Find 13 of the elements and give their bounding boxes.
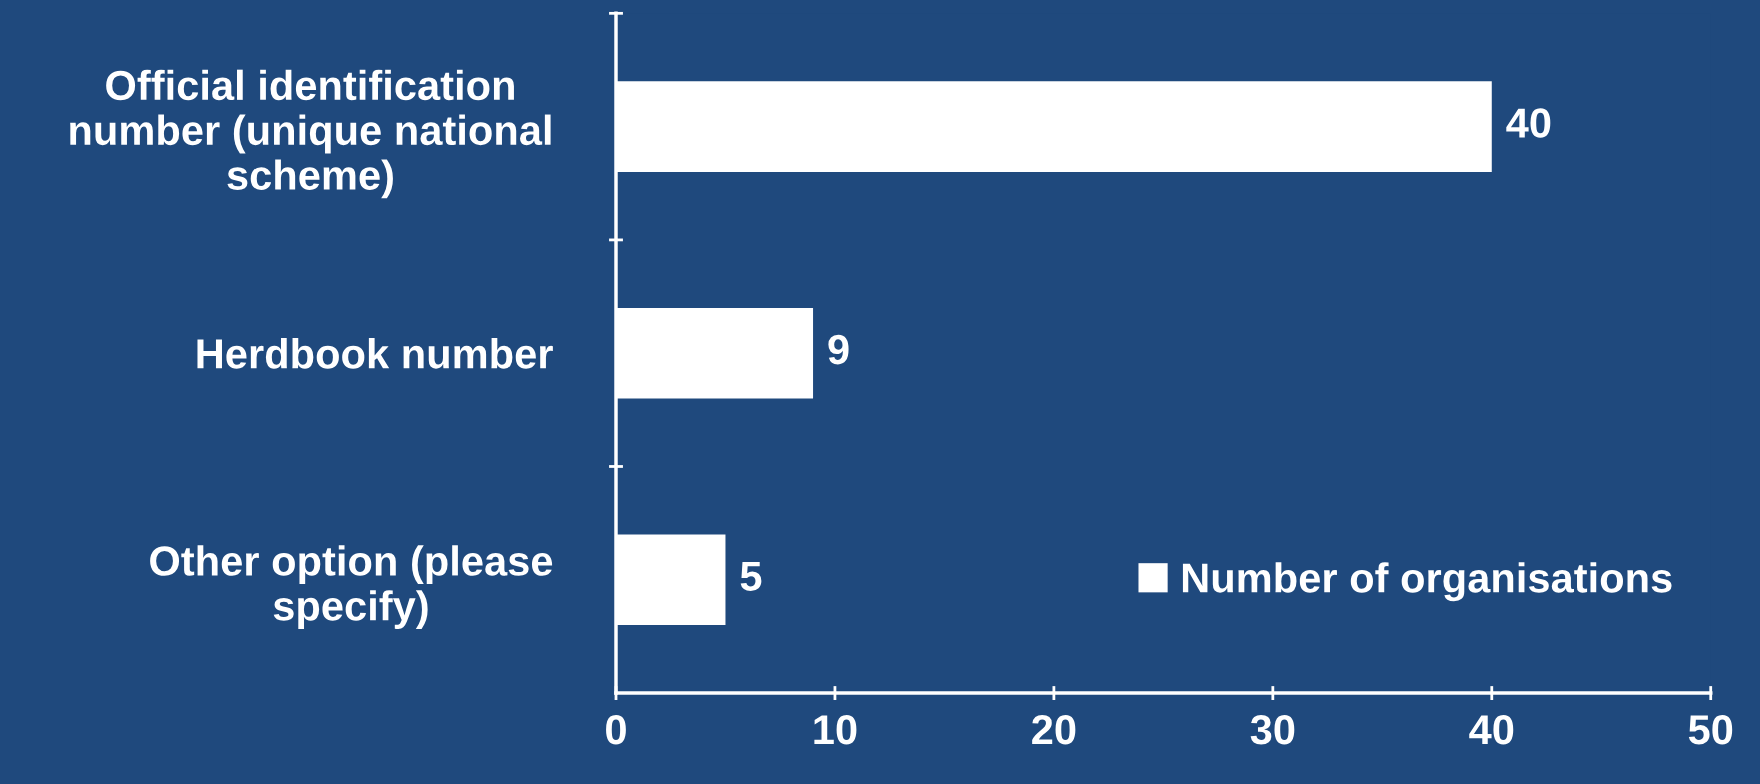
x-tick-label: 30 (1250, 714, 1295, 745)
y-tick-label: Herdbook number (197, 338, 553, 369)
x-tick-label: 40 (1469, 714, 1514, 745)
x-tick-label: 50 (1688, 714, 1733, 745)
x-tick-label: 20 (1032, 714, 1076, 745)
data-label: 9 (828, 334, 849, 365)
y-tick-label: Official identification number (unique national scheme) (70, 69, 551, 199)
x-tick-label: 0 (606, 714, 626, 745)
data-label: 40 (1506, 108, 1551, 138)
y-tick-label: Other option (please specify) (150, 545, 553, 629)
data-label: 5 (740, 561, 762, 591)
legend-label: Number of organisations (1182, 562, 1672, 602)
x-tick-label: 10 (814, 714, 857, 745)
